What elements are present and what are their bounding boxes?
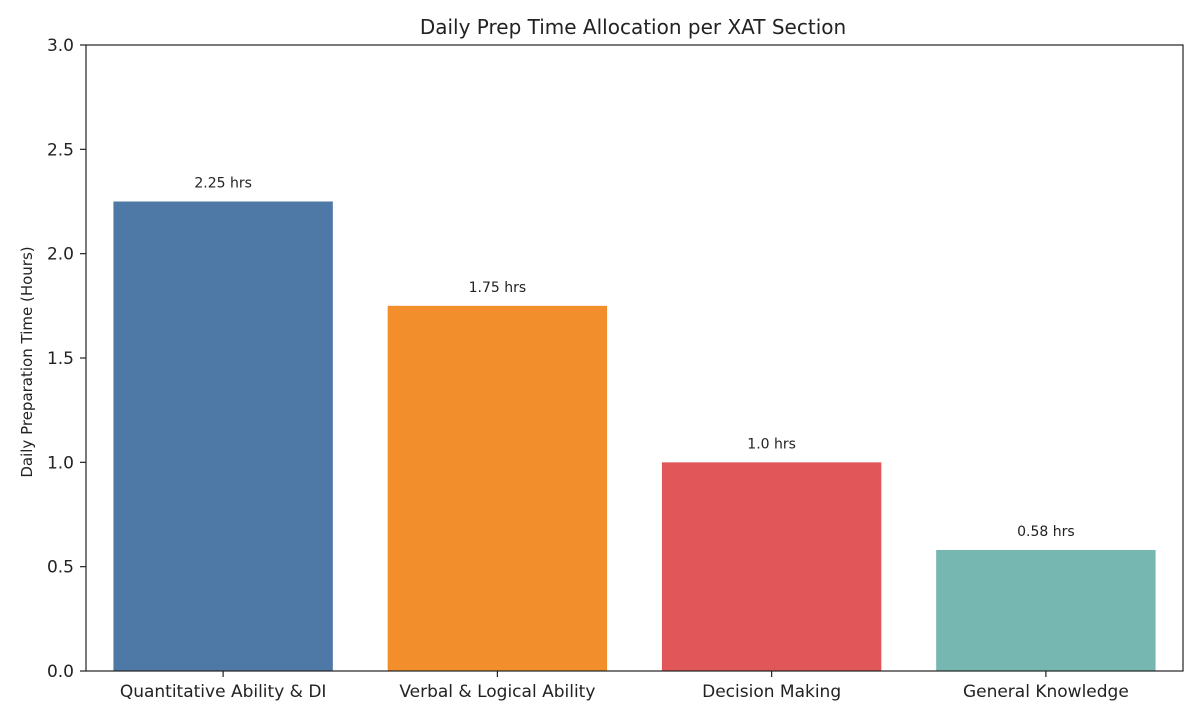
bar-value-label-3: 1.0 hrs (747, 436, 796, 452)
y-tick-label-1: 0.0 (47, 662, 74, 682)
bar-2 (387, 305, 608, 671)
y-tick-label-5: 2.0 (47, 245, 74, 265)
data-labels-layer: 2.25 hrs 1.75 hrs 1.0 hrs 0.58 hrs (194, 176, 1074, 540)
y-tick-label-4: 1.5 (47, 349, 74, 369)
axes-layer: Quantitative Ability & DI Verbal & Logica… (47, 36, 1184, 702)
y-axis-label: Daily Preparation Time (Hours) (18, 246, 36, 477)
y-tick-label-2: 0.5 (47, 558, 74, 578)
x-tick-label-1: Quantitative Ability & DI (120, 682, 327, 702)
plot-frame (85, 44, 1184, 672)
x-tick-label-4: General Knowledge (963, 682, 1129, 702)
y-tick-label-7: 3.0 (47, 36, 74, 56)
bar-4 (936, 549, 1156, 671)
bar-3 (661, 462, 882, 671)
bar-value-label-4: 0.58 hrs (1017, 524, 1075, 540)
bars-layer (113, 201, 1156, 671)
bar-value-label-1: 2.25 hrs (194, 176, 252, 192)
x-tick-label-2: Verbal & Logical Ability (399, 682, 595, 702)
bar-value-label-2: 1.75 hrs (469, 280, 527, 296)
y-tick-label-3: 1.0 (47, 453, 74, 473)
x-tick-label-3: Decision Making (702, 682, 841, 702)
bar-1 (113, 201, 333, 671)
y-tick-label-6: 2.5 (47, 140, 74, 160)
chart-title: Daily Prep Time Allocation per XAT Secti… (420, 15, 846, 39)
